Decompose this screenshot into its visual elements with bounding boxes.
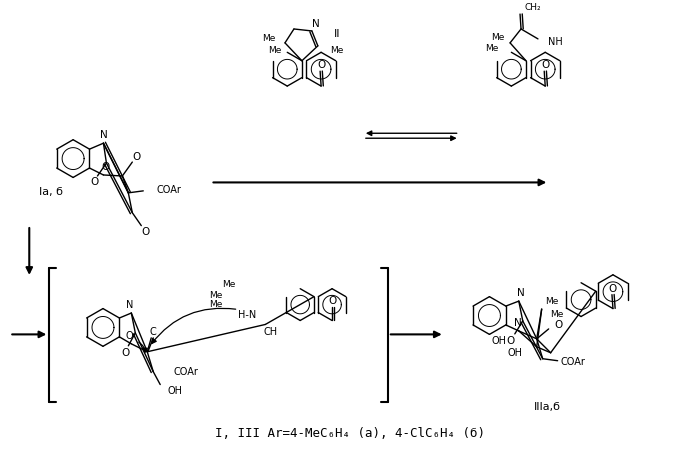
Text: Me: Me xyxy=(491,33,504,42)
Text: O: O xyxy=(90,177,99,187)
Text: H-N: H-N xyxy=(238,310,257,320)
Text: O: O xyxy=(317,60,325,70)
Text: N: N xyxy=(312,19,319,29)
Text: O: O xyxy=(141,227,150,237)
Text: Me: Me xyxy=(209,291,222,300)
Text: I, III Ar=4-MeC₆H₄ (a), 4-ClC₆H₄ (б): I, III Ar=4-MeC₆H₄ (a), 4-ClC₆H₄ (б) xyxy=(215,427,485,440)
Text: O: O xyxy=(126,331,133,341)
Text: II: II xyxy=(334,29,340,39)
Text: O: O xyxy=(121,348,129,358)
Text: Me: Me xyxy=(222,280,235,289)
Text: C: C xyxy=(150,327,157,337)
Text: O: O xyxy=(507,336,515,346)
Text: N: N xyxy=(514,318,521,328)
Text: O: O xyxy=(101,162,110,172)
Text: O: O xyxy=(541,60,549,70)
Text: Me: Me xyxy=(262,34,275,43)
Text: CH: CH xyxy=(264,328,278,338)
Text: Ia, б: Ia, б xyxy=(39,187,63,198)
Text: Me: Me xyxy=(484,45,498,54)
Text: N: N xyxy=(517,288,525,298)
Text: O: O xyxy=(609,284,617,294)
Text: CH₂: CH₂ xyxy=(524,3,540,12)
Text: OH: OH xyxy=(507,348,522,358)
Text: NH: NH xyxy=(548,37,563,47)
Text: N: N xyxy=(126,300,133,310)
Text: Me: Me xyxy=(545,297,558,306)
Text: Me: Me xyxy=(209,300,222,309)
Text: O: O xyxy=(328,296,336,306)
Text: Me: Me xyxy=(549,310,563,319)
Text: O: O xyxy=(132,152,140,162)
Text: OH: OH xyxy=(492,336,507,346)
Text: N: N xyxy=(99,130,108,140)
Text: COAr: COAr xyxy=(156,185,181,195)
Text: OH: OH xyxy=(167,387,182,396)
Text: O: O xyxy=(554,320,563,330)
Text: Me: Me xyxy=(330,46,343,55)
Text: COAr: COAr xyxy=(173,367,198,377)
Text: COAr: COAr xyxy=(561,357,586,367)
Text: IIIa,б: IIIa,б xyxy=(534,402,561,412)
Text: Me: Me xyxy=(268,46,282,55)
